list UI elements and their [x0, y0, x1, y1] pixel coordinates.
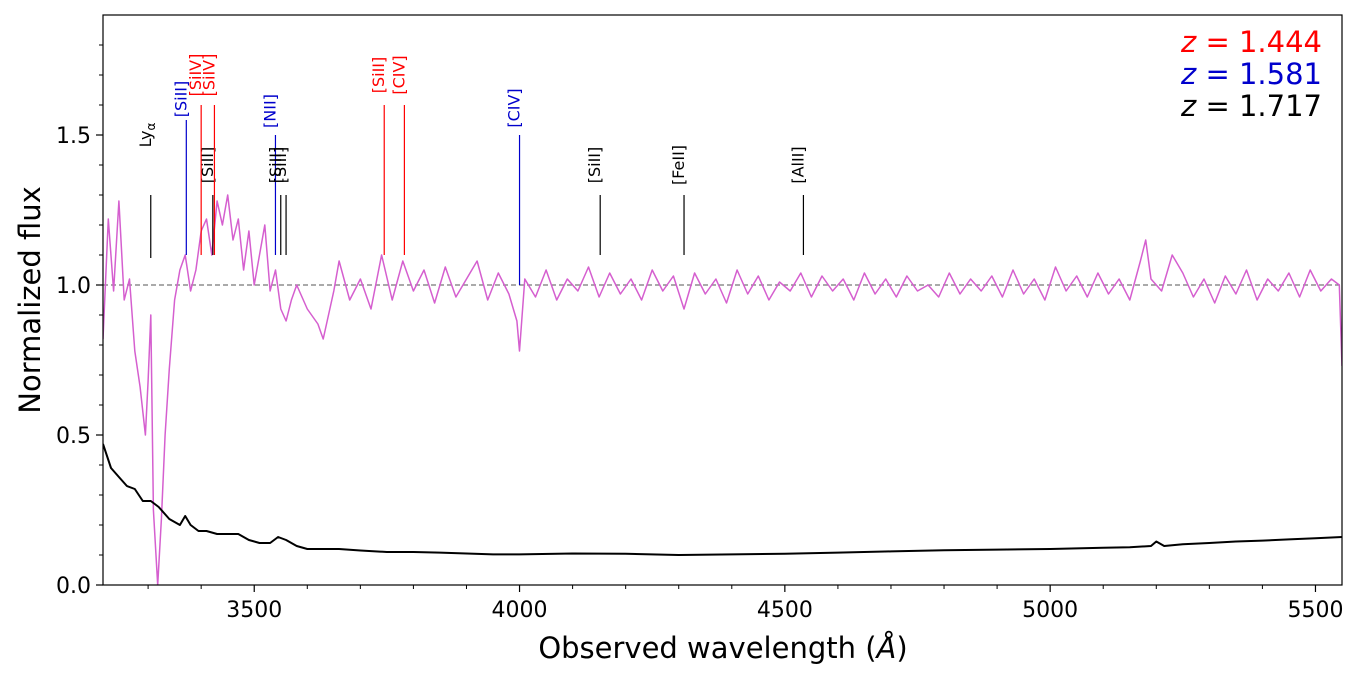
line-marker-label-12: [FeII]: [669, 145, 688, 185]
line-marker-label-8: [SiII]: [369, 57, 388, 94]
y-tick-label-0: 0.0: [56, 574, 91, 599]
x-tick-label-1: 4000: [492, 598, 548, 623]
x-tick-label-3: 5000: [1022, 598, 1078, 623]
line-marker-label-3: [SiIV]: [186, 54, 205, 97]
legend-entry-2: z = 1.717: [1180, 89, 1322, 123]
line-marker-label-7: [SiII]: [271, 147, 290, 184]
series-error-line: [103, 443, 1342, 556]
line-marker-label-5: [NII]: [260, 94, 279, 128]
y-axis-label: Normalized flux: [13, 186, 47, 413]
line-marker-label-11: [SiII]: [585, 147, 604, 184]
y-tick-label-1: 0.5: [56, 424, 91, 449]
x-tick-label-2: 4500: [757, 598, 813, 623]
line-marker-label-0: Lyα: [136, 123, 158, 148]
legend-entry-0: z = 1.444: [1180, 25, 1322, 59]
x-axis-label: Observed wavelength (Å): [538, 631, 907, 665]
line-marker-label-9: [CIV]: [389, 55, 408, 94]
series-flux-line: [103, 194, 1342, 585]
line-marker-label-6: [SiII]: [266, 147, 285, 184]
x-tick-label-0: 3500: [226, 598, 282, 623]
line-marker-label-1: [SiII]: [171, 81, 190, 118]
legend-entry-1: z = 1.581: [1180, 57, 1322, 91]
y-tick-label-2: 1.0: [56, 274, 91, 299]
line-marker-label-4: [SiIV]: [199, 54, 218, 97]
line-marker-label-2: [SiII]: [198, 147, 217, 184]
plot-frame: [102, 14, 1343, 586]
line-marker-label-13: [AlII]: [788, 146, 807, 183]
plot-layer: Lyα[SiII][SiII][SiIV][SiIV][NII][SiII][S…: [56, 14, 1343, 623]
line-marker-label-10: [CIV]: [505, 88, 524, 127]
x-tick-label-4: 5500: [1287, 598, 1343, 623]
y-tick-label-3: 1.5: [56, 124, 91, 149]
